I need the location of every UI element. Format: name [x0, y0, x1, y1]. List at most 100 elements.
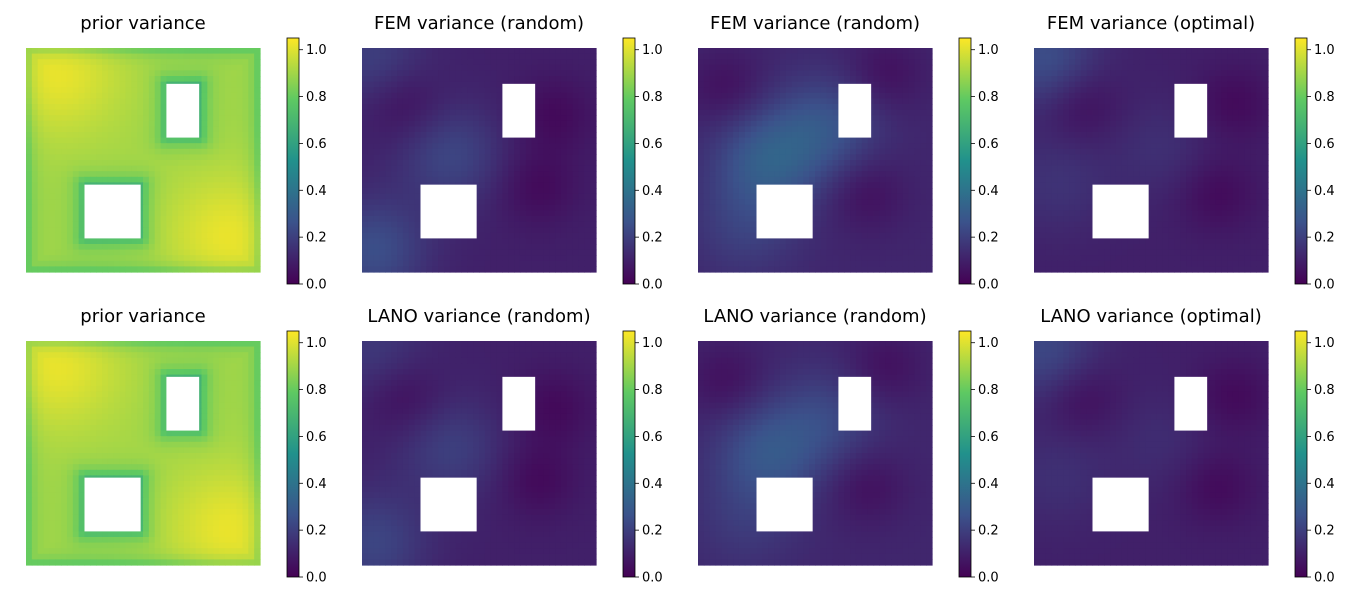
heatmap-cell [467, 143, 474, 150]
heatmap-cell [578, 64, 585, 71]
heatmap-cell [826, 104, 834, 111]
heatmap-cell [768, 48, 775, 55]
heatmap-cell [727, 221, 734, 228]
heatmap-cell [137, 255, 144, 262]
heatmap-cell [873, 171, 880, 178]
heatmap-cell [578, 165, 585, 172]
heatmap-cell [703, 221, 711, 228]
heatmap-cell [727, 199, 734, 206]
heatmap-cell [496, 260, 503, 267]
heatmap-cell [537, 204, 544, 211]
heatmap-cell [172, 204, 179, 211]
heatmap-cell [160, 165, 167, 172]
heatmap-cell [78, 137, 86, 144]
heatmap-cell [855, 64, 863, 71]
heatmap-cell [230, 81, 238, 88]
heatmap-cell [496, 176, 503, 183]
heatmap-cell [143, 266, 150, 273]
heatmap-cell [66, 182, 74, 189]
heatmap-cell [420, 249, 427, 256]
heatmap-cell [414, 104, 422, 111]
heatmap-cell [107, 64, 115, 71]
heatmap-cell [61, 76, 68, 83]
heatmap-cell [402, 48, 410, 55]
heatmap-cell [207, 193, 214, 200]
heatmap-cell [131, 115, 138, 122]
heatmap-cell [66, 160, 74, 167]
heatmap-cell [148, 260, 156, 267]
heatmap-cell [449, 154, 457, 161]
heatmap-cell [715, 255, 722, 262]
heatmap-cell [578, 104, 585, 111]
heatmap-cell [219, 132, 226, 139]
heatmap-cell [379, 59, 386, 66]
heatmap-cell [791, 48, 799, 55]
heatmap-cell [709, 199, 717, 206]
heatmap-cell [213, 165, 220, 172]
heatmap-cell [584, 266, 591, 273]
heatmap-cell [201, 143, 208, 150]
heatmap-cell [473, 104, 480, 111]
heatmap-cell [537, 232, 544, 239]
heatmap-cell [902, 266, 910, 273]
heatmap-cell [391, 238, 398, 245]
heatmap-cell [885, 115, 892, 122]
heatmap-cell [254, 132, 261, 139]
heatmap-cell [443, 255, 451, 262]
heatmap-cell [49, 126, 56, 133]
heatmap-cell [721, 148, 728, 155]
heatmap-cell [703, 148, 711, 155]
heatmap-cell [473, 154, 480, 161]
heatmap-cell [201, 266, 208, 273]
heatmap-cell [189, 188, 197, 195]
heatmap-cell [779, 137, 787, 144]
heatmap-cell [49, 249, 56, 256]
heatmap-cell [242, 204, 249, 211]
heatmap-cell [242, 216, 249, 223]
heatmap-cell [248, 188, 255, 195]
heatmap-cell [131, 70, 138, 77]
heatmap-cell [408, 120, 416, 127]
heatmap-cell [461, 154, 468, 161]
heatmap-cell [861, 216, 869, 223]
heatmap-cell [896, 160, 904, 167]
heatmap-cell [449, 176, 457, 183]
heatmap-cell [1074, 48, 1082, 55]
heatmap-cell [525, 221, 533, 228]
heatmap-cell [479, 260, 486, 267]
heatmap-cell [172, 70, 179, 77]
heatmap-cell [590, 188, 597, 195]
heatmap-cell [873, 188, 880, 195]
heatmap-cell [201, 76, 208, 83]
heatmap-cell [774, 249, 781, 256]
heatmap-cell [703, 266, 711, 273]
heatmap-cell [78, 87, 86, 94]
heatmap-cell [43, 143, 50, 150]
heatmap-cell [213, 171, 220, 178]
heatmap-cell [537, 221, 544, 228]
heatmap-cell [744, 70, 752, 77]
heatmap-cell [219, 120, 226, 127]
heatmap-cell [844, 204, 851, 211]
heatmap-cell [920, 154, 927, 161]
heatmap-cell [26, 81, 33, 88]
heatmap-cell [738, 204, 746, 211]
heatmap-cell [791, 64, 799, 71]
heatmap-cell [590, 154, 597, 161]
heatmap-cell [219, 109, 226, 116]
heatmap-cell [148, 92, 156, 99]
heatmap-cell [698, 238, 705, 245]
heatmap-cell [762, 81, 769, 88]
heatmap-cell [896, 92, 904, 99]
heatmap-cell [55, 165, 62, 172]
heatmap-cell [154, 199, 162, 206]
heatmap-cell [703, 143, 711, 150]
heatmap-cell [519, 249, 527, 256]
heatmap-cell [896, 70, 904, 77]
heatmap-cell [578, 199, 585, 206]
heatmap-cell [242, 132, 249, 139]
heatmap-cell [709, 92, 717, 99]
heatmap-cell [107, 143, 115, 150]
heatmap-cell [367, 148, 375, 155]
heatmap-cell [391, 255, 398, 262]
